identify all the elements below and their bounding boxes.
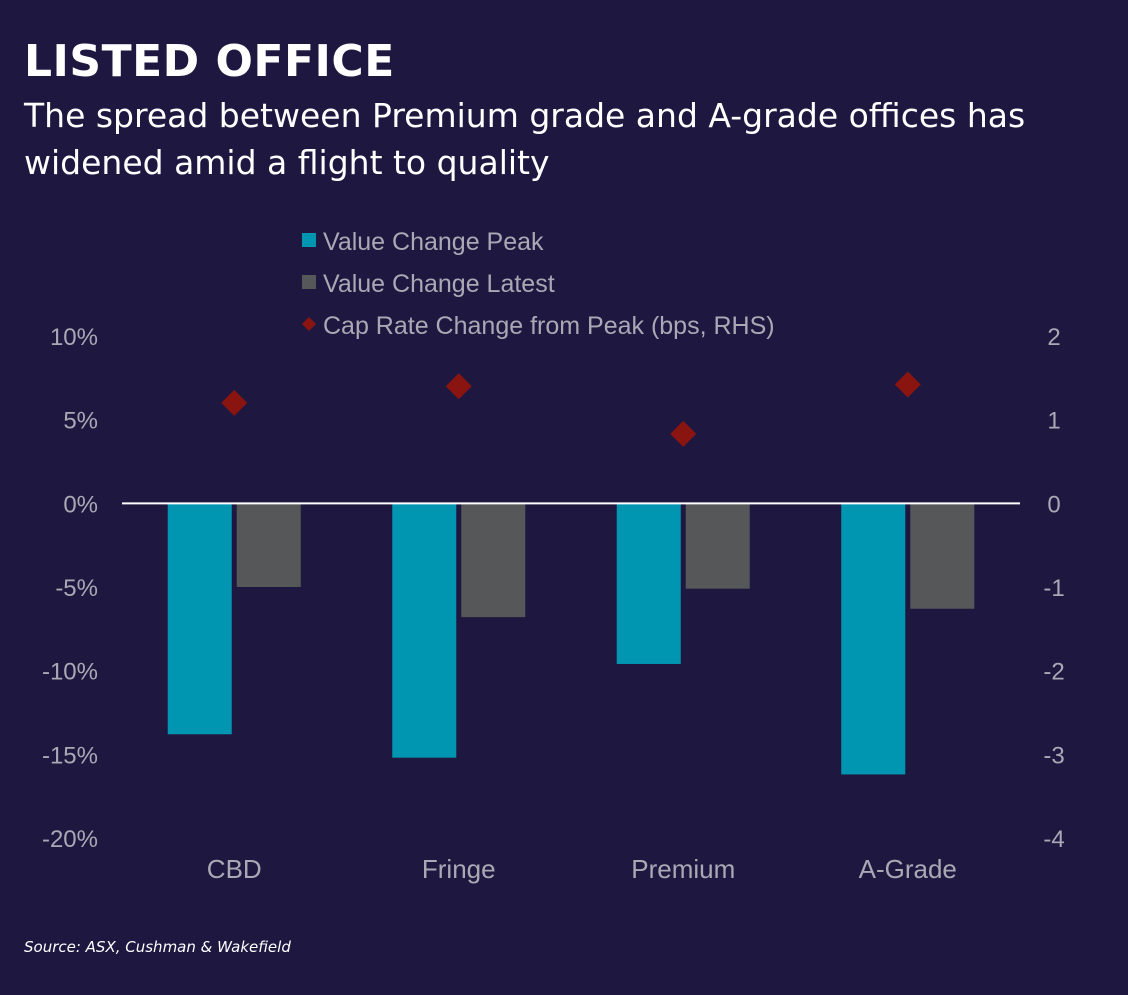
legend-entry: Value Change Latest bbox=[323, 270, 555, 298]
right-tick-label: -3 bbox=[1043, 742, 1064, 769]
latest-bar-a-grade bbox=[910, 503, 975, 609]
page-subtitle: The spread between Premium grade and A-g… bbox=[24, 96, 1026, 182]
peak-bar-fringe bbox=[392, 503, 457, 758]
latest-bar-fringe bbox=[461, 503, 526, 618]
category-label: Fringe bbox=[422, 854, 496, 884]
left-tick-label: -5% bbox=[55, 575, 98, 602]
left-tick-label: -15% bbox=[42, 742, 98, 769]
cap-rate-marker-a-grade bbox=[894, 371, 921, 398]
cap-rate-marker-fringe bbox=[445, 373, 472, 400]
page-title: LISTED OFFICE bbox=[24, 36, 395, 87]
left-tick-label: -20% bbox=[42, 826, 98, 853]
source-note: Source: ASX, Cushman & Wakefield bbox=[24, 938, 291, 956]
latest-bar-premium bbox=[685, 503, 750, 589]
category-label: CBD bbox=[207, 854, 262, 884]
legend-entry: Cap Rate Change from Peak (bps, RHS) bbox=[323, 312, 775, 340]
cap-rate-markers bbox=[221, 371, 921, 447]
category-label: A-Grade bbox=[859, 854, 957, 884]
bars bbox=[167, 503, 975, 775]
right-tick-label: -4 bbox=[1043, 826, 1064, 853]
legend-swatch bbox=[302, 233, 316, 247]
legend-entry: Value Change Peak bbox=[323, 228, 544, 256]
legend-diamond bbox=[302, 317, 316, 331]
legend-swatch bbox=[302, 275, 316, 289]
right-tick-label: 1 bbox=[1047, 408, 1060, 435]
peak-bar-cbd bbox=[167, 503, 232, 735]
left-tick-label: -10% bbox=[42, 659, 98, 686]
right-tick-label: 2 bbox=[1047, 324, 1060, 351]
cap-rate-marker-premium bbox=[670, 420, 697, 447]
left-tick-label: 0% bbox=[63, 491, 98, 518]
category-label: Premium bbox=[631, 854, 735, 884]
category-labels: CBD Fringe Premium A-Grade bbox=[207, 854, 957, 884]
right-axis-ticks: 2 1 0 -1 -2 -3 -4 bbox=[1043, 324, 1064, 853]
right-tick-label: -2 bbox=[1043, 659, 1064, 686]
peak-bar-premium bbox=[616, 503, 681, 664]
legend: Value Change Peak Value Change Latest Cap … bbox=[302, 228, 775, 340]
right-tick-label: 0 bbox=[1047, 491, 1060, 518]
cap-rate-marker-cbd bbox=[221, 389, 248, 416]
left-tick-label: 5% bbox=[63, 408, 98, 435]
right-tick-label: -1 bbox=[1043, 575, 1064, 602]
left-axis-ticks: 10% 5% 0% -5% -10% -15% -20% bbox=[42, 324, 98, 853]
peak-bar-a-grade bbox=[841, 503, 906, 775]
left-tick-label: 10% bbox=[50, 324, 98, 351]
latest-bar-cbd bbox=[236, 503, 301, 587]
